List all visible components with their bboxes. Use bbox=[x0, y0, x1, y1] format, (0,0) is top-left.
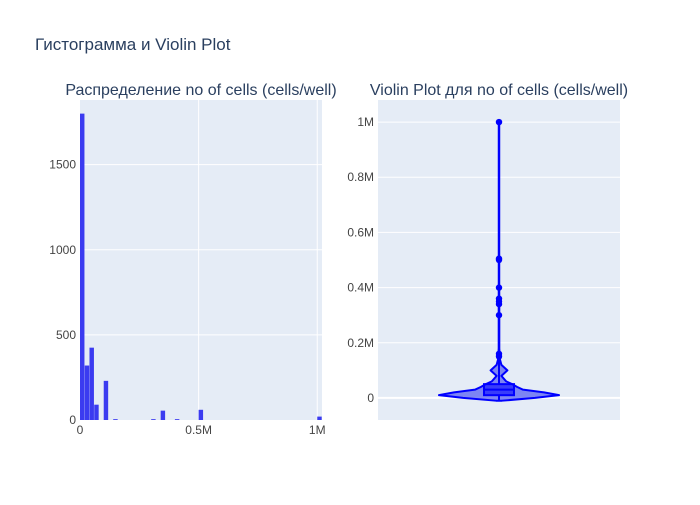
violin-y-tick-label: 1M bbox=[357, 115, 374, 129]
histogram-y-tick-labels: 0 500 1000 1500 bbox=[49, 158, 76, 427]
histogram-bar bbox=[151, 419, 156, 420]
violin-y-tick-label: 0 bbox=[367, 391, 374, 405]
histogram-x-tick-labels: 0 0.5M 1M bbox=[77, 423, 326, 437]
histogram-x-tick-label: 0.5M bbox=[185, 423, 212, 437]
histogram-bar bbox=[174, 419, 180, 420]
histogram-y-tick-label: 0 bbox=[69, 413, 76, 427]
histogram-gridlines bbox=[80, 100, 322, 420]
violin-outlier-point bbox=[495, 284, 503, 291]
histogram-bar bbox=[89, 347, 94, 420]
histogram-bar bbox=[84, 365, 90, 420]
histogram-bar bbox=[113, 419, 118, 420]
histogram-bar bbox=[94, 404, 99, 420]
violin-outlier-point bbox=[495, 118, 503, 126]
violin-outlier-point bbox=[495, 295, 503, 302]
histogram-y-tick-label: 1500 bbox=[49, 158, 76, 172]
histogram-y-tick-label: 500 bbox=[56, 328, 76, 342]
histogram-x-tick-label: 1M bbox=[309, 423, 326, 437]
violin-y-tick-label: 0.4M bbox=[347, 281, 374, 295]
histogram-bar bbox=[103, 380, 109, 420]
violin-panel: 0 0.2M 0.4M 0.6M 0.8M 1M Violin Plot для no o… bbox=[347, 82, 628, 420]
violin-outlier-point bbox=[495, 255, 503, 262]
histogram-plot-area[interactable] bbox=[80, 100, 322, 420]
histogram-bar bbox=[80, 113, 85, 421]
violin-outlier-point bbox=[495, 311, 503, 319]
violin-y-tick-label: 0.8M bbox=[347, 170, 374, 184]
figure-title: Гистограмма и Violin Plot bbox=[35, 35, 231, 54]
histogram-bar bbox=[317, 416, 322, 420]
violin-y-tick-label: 0.6M bbox=[347, 225, 374, 239]
histogram-y-tick-label: 1000 bbox=[49, 243, 76, 257]
histogram-panel: 0 0.5M 1M 0 500 1000 1500 Распределение no of… bbox=[49, 82, 336, 437]
histogram-bar bbox=[160, 410, 166, 420]
histogram-x-tick-label: 0 bbox=[77, 423, 84, 437]
violin-outlier-point bbox=[495, 350, 503, 357]
histogram-title: Распределение no of cells (cells/well) bbox=[65, 82, 336, 99]
violin-y-tick-label: 0.2M bbox=[347, 336, 374, 350]
histogram-bars bbox=[80, 113, 322, 421]
violin-y-tick-labels: 0 0.2M 0.4M 0.6M 0.8M 1M bbox=[347, 115, 374, 405]
violin-series bbox=[438, 118, 560, 402]
violin-title: Violin Plot для no of cells (cells/well) bbox=[370, 82, 628, 99]
histogram-bar bbox=[198, 409, 204, 420]
